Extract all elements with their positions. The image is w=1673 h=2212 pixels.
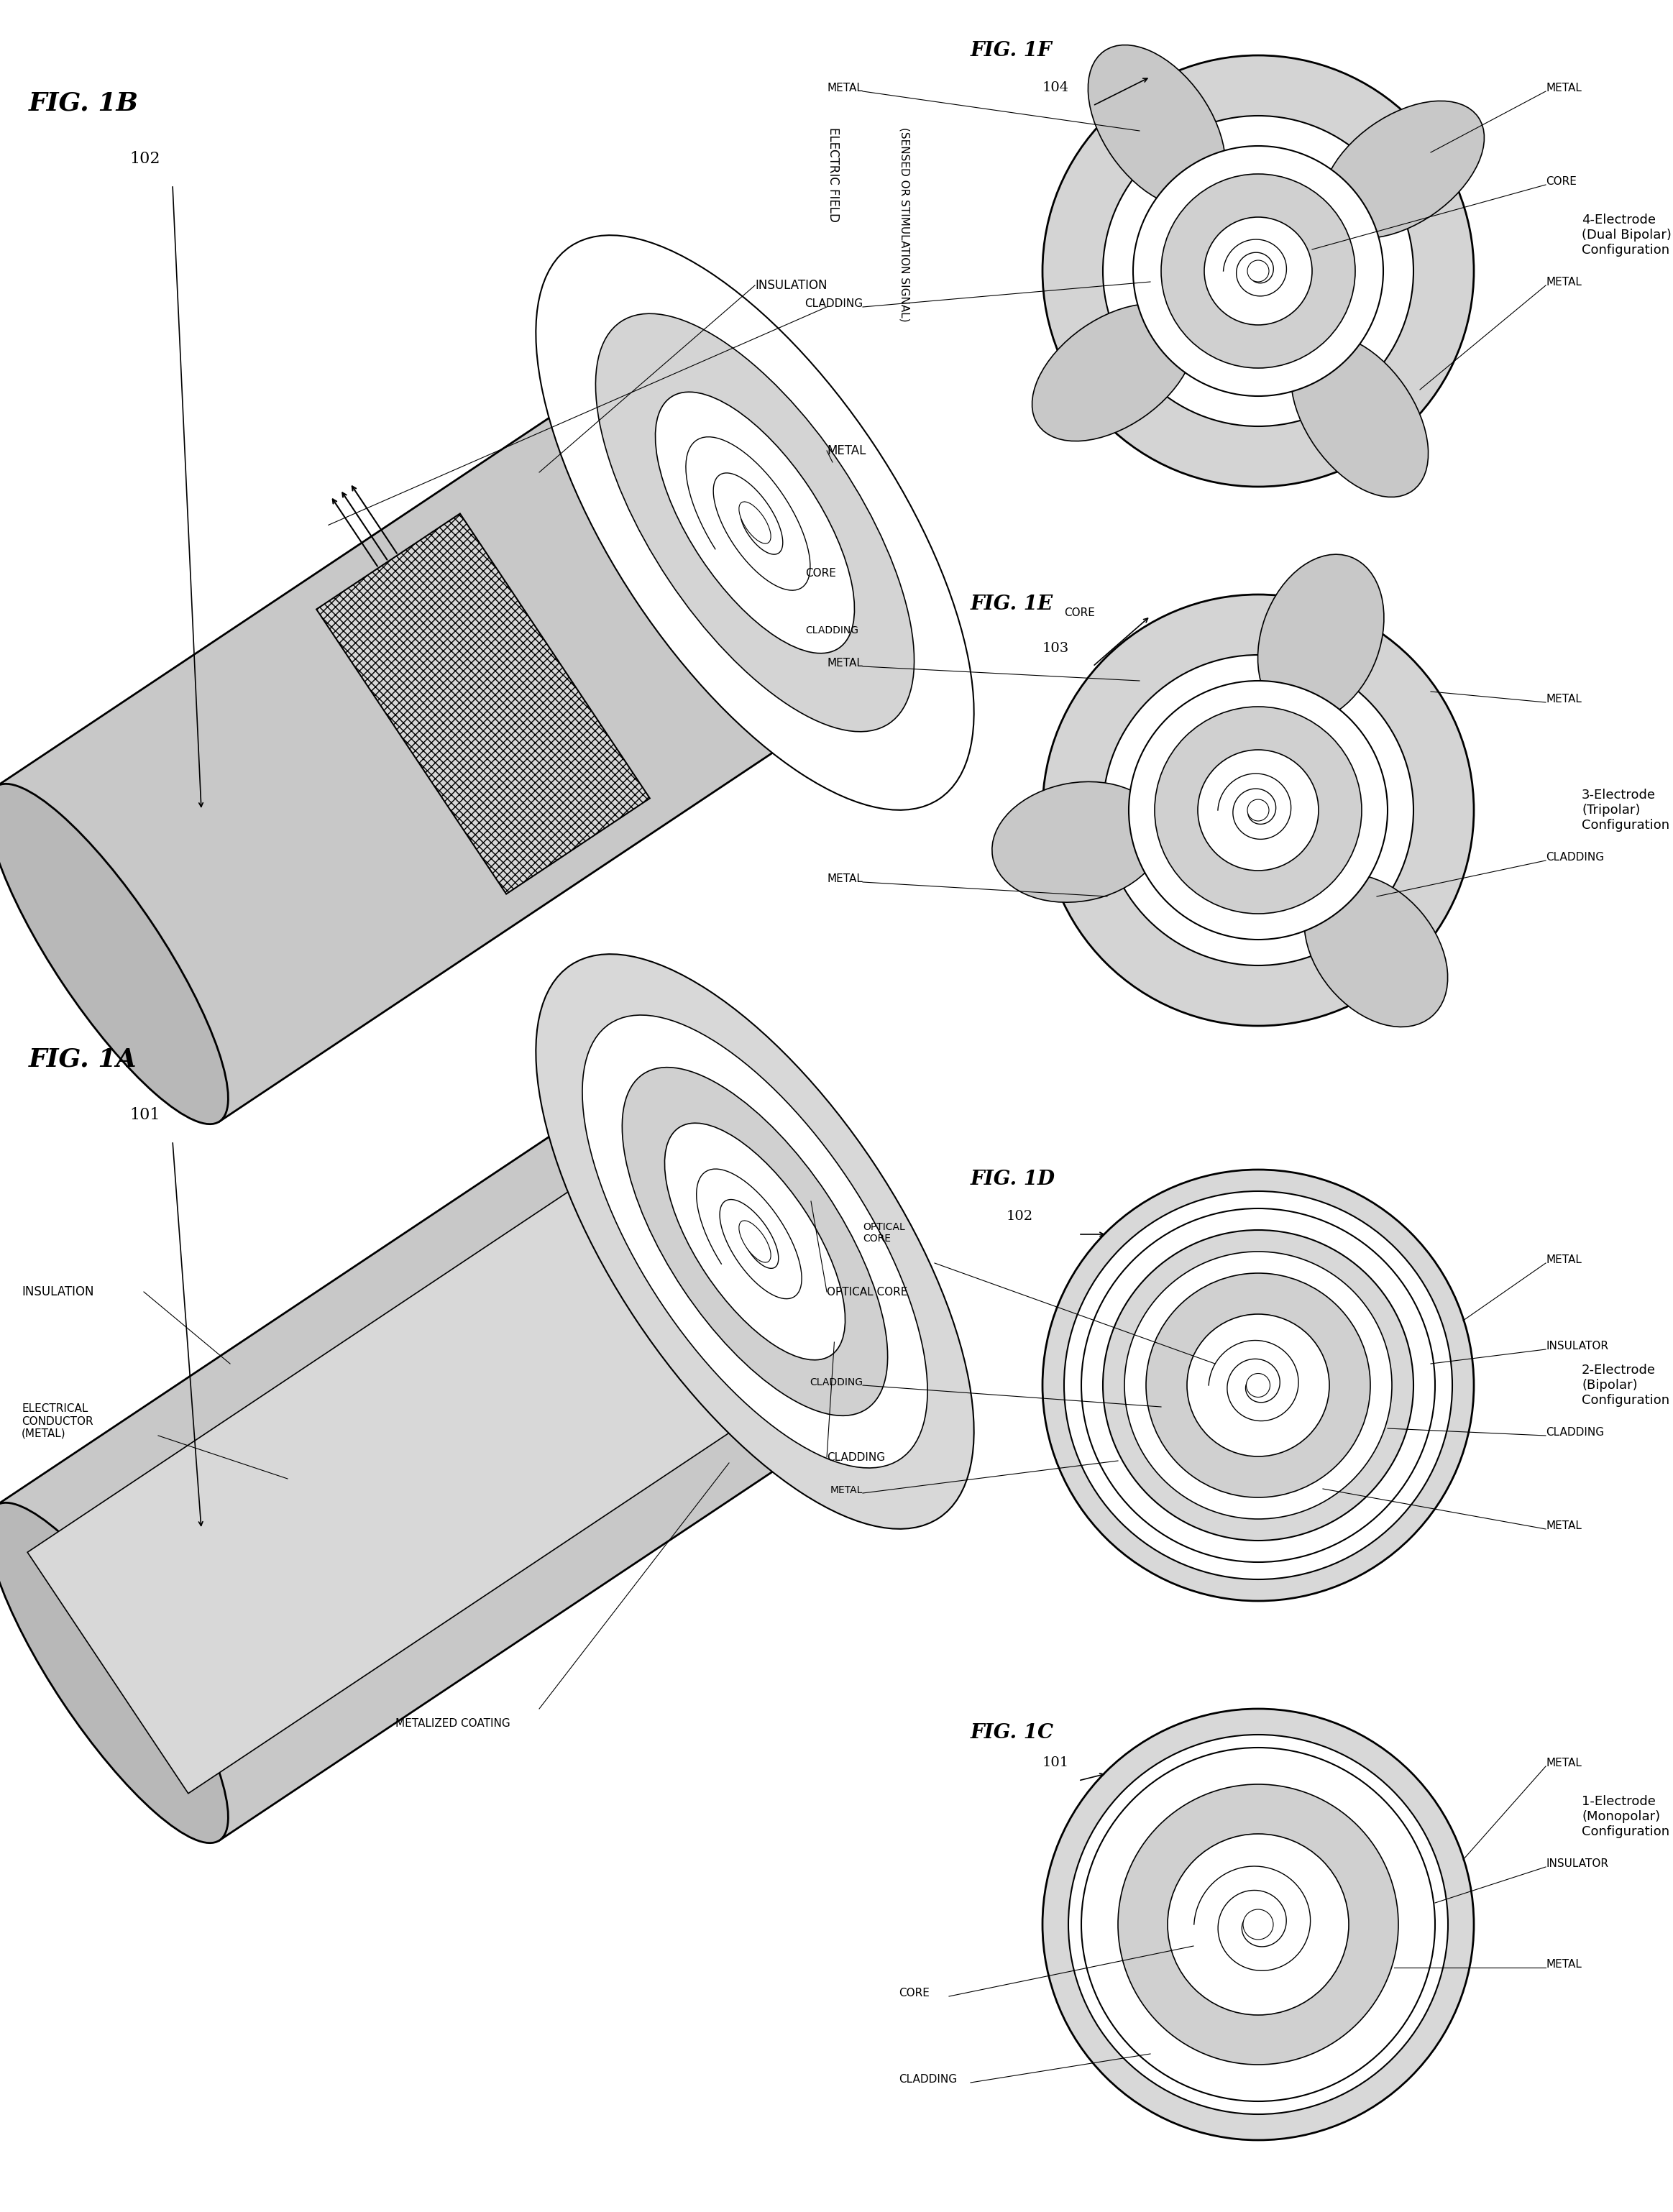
Text: METAL: METAL	[1546, 695, 1581, 703]
Circle shape	[1042, 1170, 1474, 1601]
Ellipse shape	[622, 1068, 888, 1416]
Ellipse shape	[596, 314, 913, 732]
Ellipse shape	[0, 783, 228, 1124]
Text: 103: 103	[1042, 641, 1069, 655]
Text: INSULATION: INSULATION	[755, 279, 826, 292]
Text: CLADDING: CLADDING	[810, 1378, 863, 1387]
Text: FIG. 1D: FIG. 1D	[970, 1170, 1056, 1190]
Polygon shape	[316, 513, 649, 894]
Text: CLADDING: CLADDING	[805, 626, 858, 635]
Ellipse shape	[622, 1068, 888, 1416]
Text: CLADDING: CLADDING	[1546, 1427, 1604, 1438]
Circle shape	[1198, 750, 1318, 872]
Circle shape	[1042, 55, 1474, 487]
Circle shape	[1205, 217, 1312, 325]
Text: CORE: CORE	[898, 1989, 930, 1997]
Polygon shape	[0, 1075, 867, 1840]
Text: ELECTRIC FIELD: ELECTRIC FIELD	[826, 128, 840, 221]
Ellipse shape	[656, 392, 855, 653]
Circle shape	[1161, 175, 1355, 367]
Text: METAL: METAL	[1546, 276, 1581, 288]
Circle shape	[1081, 1208, 1435, 1562]
Ellipse shape	[1305, 874, 1447, 1026]
Text: 102: 102	[1007, 1210, 1034, 1223]
Circle shape	[1118, 1785, 1399, 2064]
Text: METAL: METAL	[1546, 1520, 1581, 1531]
Ellipse shape	[992, 781, 1163, 902]
Ellipse shape	[1032, 303, 1195, 440]
Text: INSULATOR: INSULATOR	[1546, 1858, 1608, 1869]
Text: 102: 102	[129, 150, 161, 166]
Text: CORE: CORE	[805, 568, 836, 577]
Text: CLADDING: CLADDING	[805, 299, 863, 310]
Text: METALIZED COATING: METALIZED COATING	[395, 1719, 510, 1728]
Text: METAL: METAL	[1546, 1960, 1581, 1969]
Text: FIG. 1B: FIG. 1B	[28, 91, 139, 115]
Text: CORE: CORE	[1546, 177, 1576, 186]
Text: 2-Electrode
(Bipolar)
Configuration: 2-Electrode (Bipolar) Configuration	[1581, 1365, 1670, 1407]
Text: METAL: METAL	[830, 1484, 863, 1495]
Text: (SENSED OR STIMULATION SIGNAL): (SENSED OR STIMULATION SIGNAL)	[898, 128, 910, 321]
Text: METAL: METAL	[826, 445, 867, 458]
Circle shape	[1248, 799, 1268, 821]
Ellipse shape	[535, 234, 974, 810]
Circle shape	[1168, 1834, 1348, 2015]
Circle shape	[1081, 1747, 1435, 2101]
Ellipse shape	[1322, 102, 1484, 239]
Text: METAL: METAL	[1546, 1254, 1581, 1265]
Text: 1-Electrode
(Monopolar)
Configuration: 1-Electrode (Monopolar) Configuration	[1581, 1796, 1670, 1838]
Circle shape	[1154, 706, 1362, 914]
Text: CLADDING: CLADDING	[898, 2075, 957, 2084]
Text: 104: 104	[1042, 82, 1069, 95]
Text: 4-Electrode
(Dual Bipolar)
Configuration: 4-Electrode (Dual Bipolar) Configuration	[1581, 215, 1671, 257]
Text: CORE: CORE	[1064, 608, 1094, 617]
Text: 101: 101	[1042, 1756, 1069, 1770]
Circle shape	[1103, 115, 1414, 427]
Text: OPTICAL CORE: OPTICAL CORE	[826, 1287, 907, 1296]
Text: 101: 101	[129, 1106, 161, 1124]
Text: METAL: METAL	[826, 82, 863, 93]
Ellipse shape	[1258, 555, 1384, 721]
Ellipse shape	[739, 502, 771, 544]
Text: INSULATION: INSULATION	[22, 1285, 94, 1298]
Ellipse shape	[1087, 44, 1225, 208]
Ellipse shape	[664, 1124, 845, 1360]
Circle shape	[1133, 146, 1384, 396]
Circle shape	[1124, 1252, 1392, 1520]
Text: OPTICAL
CORE: OPTICAL CORE	[863, 1221, 905, 1243]
Circle shape	[1069, 1734, 1447, 2115]
Text: CLADDING: CLADDING	[826, 1451, 885, 1462]
Text: INSULATOR: INSULATOR	[1546, 1340, 1608, 1352]
Circle shape	[1042, 595, 1474, 1026]
Text: METAL: METAL	[1546, 1759, 1581, 1767]
Circle shape	[1248, 261, 1268, 281]
Polygon shape	[27, 1121, 835, 1794]
Circle shape	[1064, 1192, 1452, 1579]
Ellipse shape	[582, 1015, 927, 1469]
Text: FIG. 1E: FIG. 1E	[970, 595, 1054, 615]
Circle shape	[1042, 1710, 1474, 2141]
Ellipse shape	[1292, 334, 1429, 498]
Ellipse shape	[0, 1502, 228, 1843]
Circle shape	[1243, 1909, 1273, 1940]
Text: METAL: METAL	[826, 874, 863, 885]
Ellipse shape	[535, 953, 974, 1528]
Text: 3-Electrode
(Tripolar)
Configuration: 3-Electrode (Tripolar) Configuration	[1581, 790, 1670, 832]
Text: FIG. 1C: FIG. 1C	[970, 1723, 1054, 1743]
Circle shape	[1146, 1274, 1370, 1498]
Text: ELECTRICAL
CONDUCTOR
(METAL): ELECTRICAL CONDUCTOR (METAL)	[22, 1402, 94, 1440]
Text: FIG. 1A: FIG. 1A	[28, 1048, 137, 1073]
Circle shape	[1186, 1314, 1330, 1455]
Text: CLADDING: CLADDING	[1546, 852, 1604, 863]
Circle shape	[1129, 681, 1387, 940]
Circle shape	[1103, 655, 1414, 964]
Ellipse shape	[739, 1221, 771, 1263]
Text: METAL: METAL	[1546, 82, 1581, 93]
Polygon shape	[0, 356, 867, 1121]
Text: METAL: METAL	[826, 657, 863, 668]
Text: FIG. 1F: FIG. 1F	[970, 42, 1052, 60]
Ellipse shape	[622, 349, 888, 697]
Circle shape	[1103, 1230, 1414, 1540]
Circle shape	[1246, 1374, 1270, 1398]
